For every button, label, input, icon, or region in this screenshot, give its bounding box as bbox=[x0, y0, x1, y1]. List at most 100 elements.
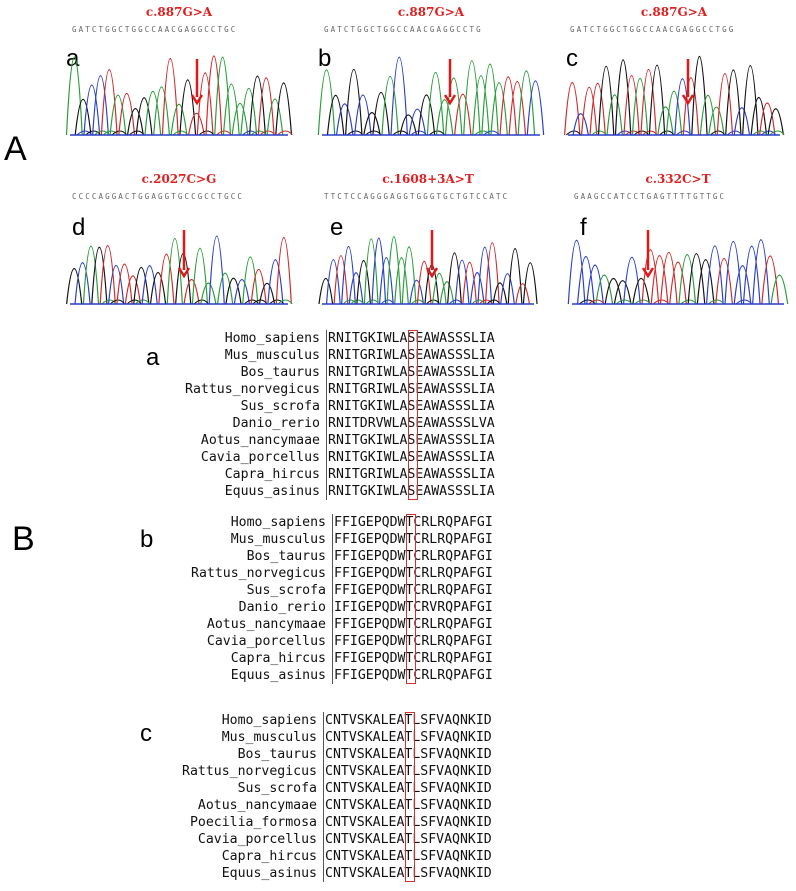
chromatogram-d: c.2027C>G CCCCAGGACTGGAGGTGCCGCCTGCC d bbox=[66, 172, 293, 312]
trace-peak bbox=[580, 86, 598, 136]
trace-peak bbox=[348, 272, 364, 305]
trace-peak bbox=[381, 76, 399, 136]
trace-minor-peak bbox=[126, 299, 142, 305]
chromatogram-e: c.1608+3A>T TTCTCCAGGGAGGTGGGTGCTGTCCATC e bbox=[318, 172, 538, 312]
species-name: Aotus_nancymaae bbox=[206, 617, 326, 632]
trace-plot bbox=[564, 56, 785, 136]
trace-peak bbox=[124, 275, 142, 305]
trace-peak bbox=[659, 251, 678, 305]
base-sequence: TTCTCCAGGGAGGTGGGTGCTGTCCATC bbox=[324, 192, 510, 201]
trace-peak bbox=[250, 268, 267, 305]
trace-peak bbox=[439, 281, 455, 305]
protein-sequence: CNTVSKALEATLSFVAQNKID bbox=[325, 747, 492, 762]
trace-peak bbox=[597, 65, 615, 136]
trace-peak bbox=[648, 64, 666, 136]
trace-peak bbox=[472, 75, 490, 136]
trace-peak bbox=[507, 248, 523, 305]
chromatogram-label: f bbox=[580, 214, 587, 241]
trace-peak bbox=[225, 277, 242, 305]
trace-peak bbox=[317, 69, 336, 136]
trace-peak bbox=[378, 256, 394, 305]
protein-sequence: FFIGEPQDWTCRLRQPAFGI bbox=[334, 583, 493, 598]
trace-peak bbox=[267, 259, 284, 305]
trace-minor-peak bbox=[633, 130, 649, 136]
trace-peak bbox=[742, 64, 759, 136]
trace-peak bbox=[650, 255, 669, 305]
trace-minor-peak bbox=[277, 130, 293, 136]
trace-minor-peak bbox=[479, 299, 493, 305]
protein-sequence: RNITGKIWLASEAWASSSLIA bbox=[328, 433, 495, 448]
trace-minor-peak bbox=[410, 299, 425, 305]
trace-peak bbox=[345, 68, 363, 136]
mutation-label: c.2027C>G bbox=[141, 172, 217, 186]
trace-peak bbox=[606, 94, 623, 136]
mutation-label: c.332C>T bbox=[645, 172, 711, 186]
protein-sequence: FFIGEPQDWTCRLRQPAFGI bbox=[334, 566, 493, 581]
trace-peak bbox=[149, 271, 167, 305]
species-name: Equus_asinus bbox=[221, 866, 317, 881]
trace-peak bbox=[614, 59, 632, 136]
trace-minor-peak bbox=[102, 130, 119, 136]
trace-minor-peak bbox=[347, 130, 364, 136]
protein-sequence: RNITGKIWLASEAWASSSLIA bbox=[328, 331, 495, 346]
trace-peak bbox=[126, 108, 144, 136]
protein-sequence: FFIGEPQDWTCRLRQPAFGI bbox=[334, 617, 493, 632]
trace-peak bbox=[372, 92, 390, 136]
trace-plot bbox=[567, 230, 789, 305]
trace-peak bbox=[91, 246, 108, 305]
chromatogram-b: c.887G>A GATCTGGCTGGCCAACGAGGCCTG b bbox=[317, 5, 545, 145]
chromatogram-c: c.887G>A GATCTGGCTGGCCAACGAGGCCTGG c bbox=[564, 5, 785, 145]
trace-minor-peak bbox=[634, 299, 651, 305]
trace-peak bbox=[188, 112, 205, 136]
species-name: Mus_musculus bbox=[230, 532, 326, 547]
trace-minor-peak bbox=[676, 130, 692, 136]
trace-peak bbox=[82, 246, 100, 305]
trace-peak bbox=[454, 259, 470, 305]
trace-peak bbox=[326, 95, 345, 136]
trace-peak bbox=[484, 242, 500, 305]
trace-peak bbox=[426, 71, 445, 136]
trace-peak bbox=[604, 278, 623, 305]
trace-plot bbox=[66, 230, 293, 305]
trace-peak bbox=[275, 236, 292, 305]
trace-peak bbox=[705, 245, 724, 305]
trace-peak bbox=[179, 79, 197, 136]
trace-minor-peak bbox=[350, 299, 365, 305]
trace-minor-peak bbox=[365, 299, 380, 305]
alignment-label: b bbox=[140, 526, 154, 553]
trace-peak bbox=[477, 246, 493, 305]
trace-peak bbox=[394, 257, 409, 305]
trace-peak bbox=[733, 107, 751, 136]
mutation-label: c.887G>A bbox=[145, 5, 213, 19]
trace-peak bbox=[109, 94, 127, 136]
trace-peak bbox=[715, 257, 733, 305]
protein-sequence: CNTVSKALEATLSFVAQNKID bbox=[325, 866, 492, 881]
trace-peak bbox=[275, 82, 293, 136]
trace-peak bbox=[399, 114, 418, 136]
trace-minor-peak bbox=[216, 130, 232, 136]
trace-peak bbox=[657, 106, 674, 136]
protein-sequence: RNITDRVWLASEAWASSSLVA bbox=[328, 416, 495, 431]
trace-peak bbox=[363, 238, 379, 305]
trace-peak bbox=[623, 75, 640, 136]
trace-peak bbox=[386, 236, 402, 305]
mutation-arrow-icon bbox=[177, 267, 191, 279]
trace-peak bbox=[363, 112, 381, 136]
trace-peak bbox=[196, 72, 214, 136]
trace-peak bbox=[356, 260, 372, 305]
protein-sequence: RNITGKIWLASEAWASSSLIA bbox=[328, 399, 495, 414]
chromatogram-f: c.332C>T GAAGCCATCCTGAGTTTTGTTGC f bbox=[567, 172, 789, 312]
trace-peak bbox=[508, 81, 527, 136]
trace-peak bbox=[408, 108, 427, 136]
trace-peak bbox=[205, 55, 223, 136]
trace-peak bbox=[208, 235, 225, 305]
species-name: Capra_hircus bbox=[224, 467, 320, 482]
trace-minor-peak bbox=[76, 130, 93, 136]
trace-peak bbox=[92, 75, 109, 136]
trace-peak bbox=[454, 94, 472, 136]
trace-peak bbox=[691, 56, 708, 136]
trace-plot bbox=[317, 56, 545, 136]
trace-peak bbox=[335, 103, 354, 136]
trace-peak bbox=[567, 239, 586, 305]
conserved-residue-box bbox=[407, 330, 418, 500]
